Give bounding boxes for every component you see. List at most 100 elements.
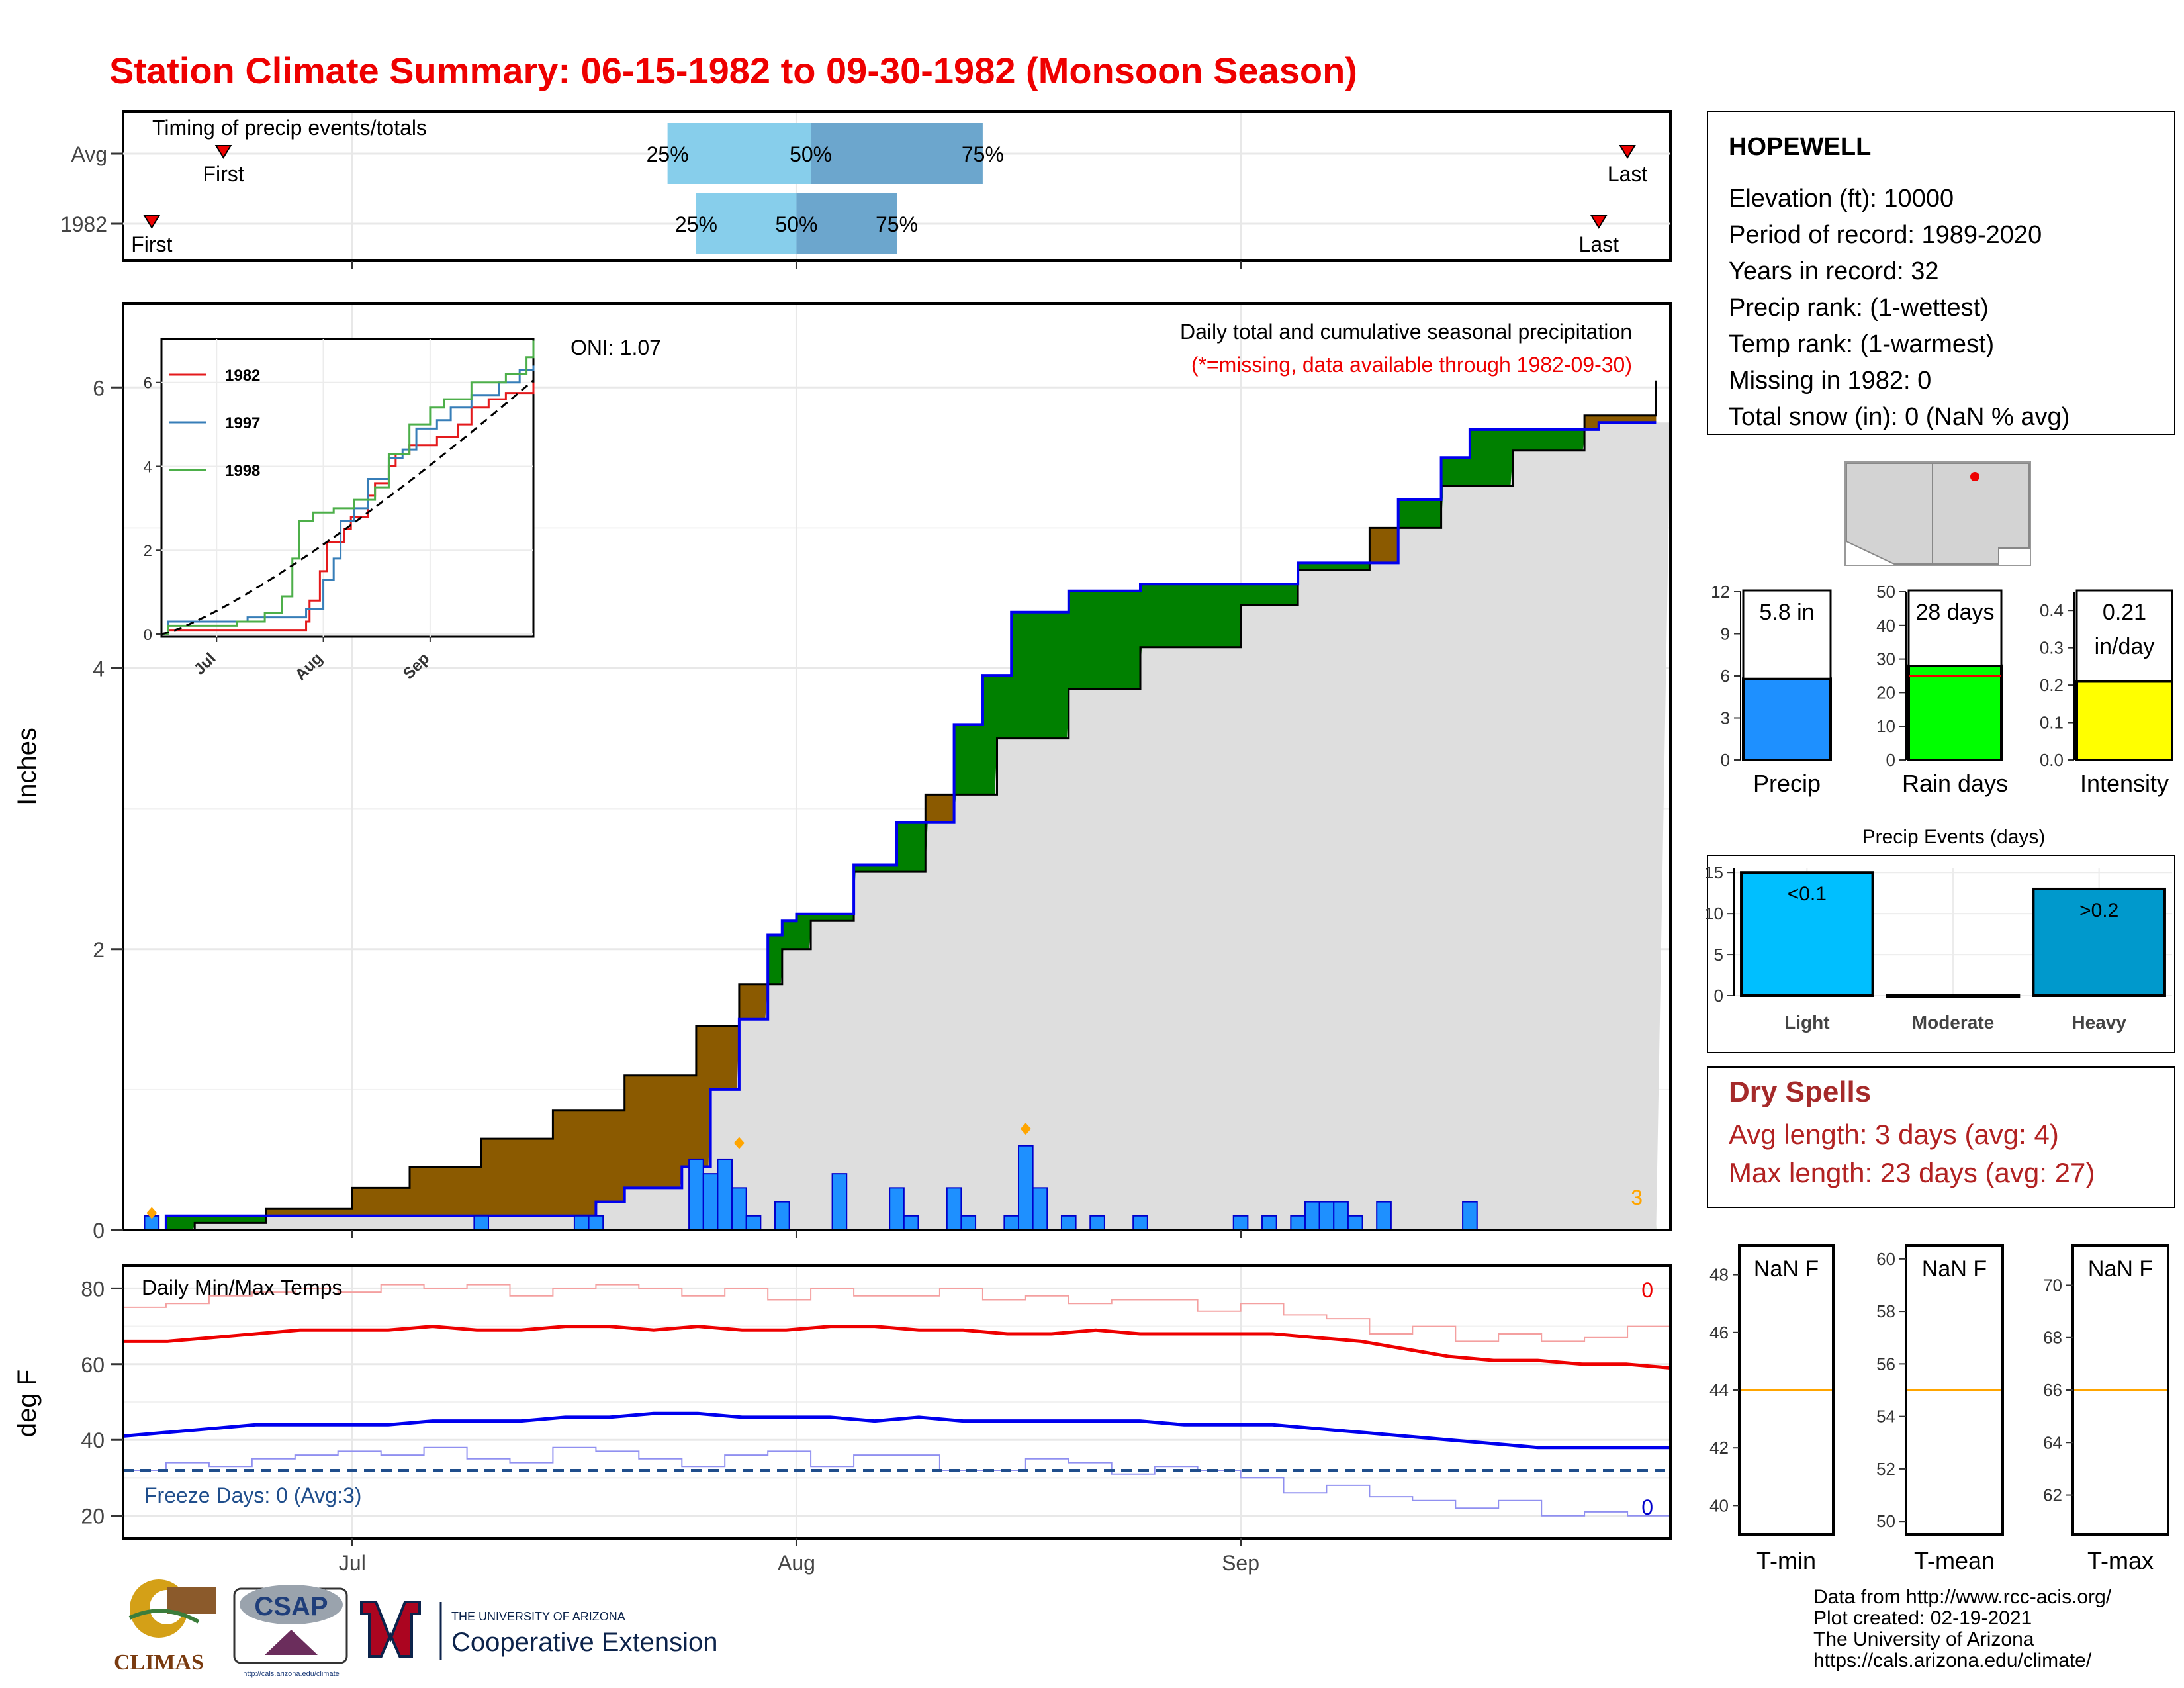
climas-logo: CLIMAS: [114, 1579, 216, 1675]
summary-value-text: 28 days: [1915, 600, 1994, 625]
station-info-line: Missing in 1982: 0: [1729, 367, 1931, 395]
events-bar-value: >0.2: [2079, 900, 2118, 921]
temp-box-label: T-min: [1756, 1547, 1816, 1574]
daily-precip-bar: [1304, 1201, 1320, 1231]
y-tick-label: 0: [1721, 750, 1730, 770]
x-tick-label: Aug: [778, 1551, 815, 1575]
inset-y-tick-label: 2: [144, 542, 152, 560]
y-tick-label: 50: [1876, 582, 1895, 602]
events-bar-value: <0.1: [1788, 883, 1827, 905]
timing-p75: 75%: [876, 212, 918, 236]
daily-precip-bar: [831, 1173, 848, 1231]
precip-ylabel: Inches: [13, 727, 42, 806]
timing-panel: Timing of precip events/totals Avg 25% 50%…: [60, 110, 1672, 269]
y-tick-label: 10: [1704, 904, 1723, 923]
summary-bar-label: Intensity: [2080, 770, 2169, 797]
daily-precip-bar: [1003, 1215, 1020, 1231]
y-tick-label: 40: [81, 1429, 105, 1452]
y-tick-label: 12: [1711, 582, 1730, 602]
y-tick-label: 62: [2043, 1485, 2062, 1505]
avg-max-line: [123, 1325, 1671, 1370]
summary-value-text: 5.8 in: [1759, 600, 1814, 625]
climas-logo-text: CLIMAS: [114, 1650, 204, 1675]
inset-avg-line: [161, 379, 534, 635]
y-tick-label: 70: [2043, 1275, 2062, 1295]
daily-precip-bar: [1060, 1215, 1077, 1231]
station-marker: [1970, 472, 1979, 481]
daily-max-line: [123, 1284, 1670, 1342]
timing-bar-q50-q75: [811, 123, 983, 184]
y-tick-label: 0.0: [2040, 750, 2064, 770]
dry-spells-title: Dry Spells: [1729, 1076, 1871, 1108]
daily-precip-bar: [731, 1187, 747, 1231]
y-tick-label: 60: [81, 1353, 105, 1377]
y-tick-label: 80: [81, 1277, 105, 1301]
y-tick-label: 4: [93, 657, 105, 681]
events-bar-heavy: [2032, 887, 2166, 998]
daily-precip-bar: [960, 1215, 977, 1231]
events-bar-label: Light: [1784, 1012, 1829, 1033]
observed-cumulative-line: [123, 421, 1657, 1231]
temp-box-label: T-max: [2087, 1547, 2154, 1574]
events-bar-moderate: [1886, 994, 2021, 998]
daily-precip-bar: [1032, 1187, 1048, 1231]
daily-precip-bar: [1132, 1215, 1148, 1231]
temp-summary-bars: 40 42 44 46 48 NaN F T-min 50 52 54 56 58 60 NaN F T-m…: [1709, 1244, 2169, 1574]
credits: Data from http://www.rcc-acis.org/Plot c…: [1813, 1586, 2112, 1671]
y-tick-label: 0: [1886, 750, 1895, 770]
ua-small-text: THE UNIVERSITY OF ARIZONA: [451, 1610, 625, 1623]
timing-last-marker: [1619, 145, 1636, 159]
summary-value-text: 0.21: [2103, 600, 2146, 625]
x-tick-label: Sep: [1222, 1551, 1259, 1575]
temp-value-text: NaN F: [1922, 1256, 1987, 1282]
y-tick-label: 30: [1876, 649, 1895, 669]
csap-logo-text: CSAP: [254, 1592, 328, 1621]
timing-p50: 50%: [790, 142, 832, 166]
ua-big-text: Cooperative Extension: [451, 1628, 717, 1657]
timing-first-label: First: [203, 162, 244, 186]
timing-first-label: First: [131, 232, 172, 256]
avg-min-line: [122, 1411, 1670, 1450]
timing-p50: 50%: [775, 212, 817, 236]
oni-value: ONI: 1.07: [570, 336, 661, 359]
inset-y-tick-label: 4: [144, 458, 152, 476]
legend-label: 1982: [225, 367, 260, 385]
y-tick-label: 60: [1876, 1249, 1895, 1269]
timing-last-label: Last: [1579, 232, 1619, 256]
daily-precip-bar: [889, 1187, 905, 1231]
y-tick-label: 15: [1704, 863, 1723, 882]
station-info-line: Total snow (in): 0 (NaN % avg): [1729, 403, 2070, 431]
daily-precip-bar: [1347, 1215, 1363, 1231]
events-bar-label: Moderate: [1912, 1012, 1994, 1033]
timing-last-marker: [1590, 215, 1608, 229]
summary-bar-intensity: [2075, 680, 2173, 762]
station-name: HOPEWELL: [1729, 133, 1871, 161]
timing-first-marker: [214, 145, 232, 159]
daily-precip-bar: [1318, 1201, 1335, 1231]
y-tick-label: 0.4: [2040, 600, 2064, 620]
inset-y-tick-label: 0: [144, 626, 152, 644]
daily-precip-bar: [1232, 1215, 1249, 1231]
max-day-marker: [146, 1207, 158, 1219]
credit-line: https://cals.arizona.edu/climate/: [1813, 1650, 2092, 1671]
y-tick-label: 3: [1721, 708, 1730, 728]
daily-precip-bar: [1376, 1201, 1392, 1231]
y-tick-label: 40: [1709, 1495, 1729, 1515]
timing-row-label: Avg: [71, 142, 107, 166]
temp-chart-label: Daily Min/Max Temps: [142, 1276, 342, 1299]
timing-row-label: 1982: [60, 212, 107, 236]
y-tick-label: 40: [1876, 616, 1895, 635]
summary-bars: 0 3 6 9 12 5.8 in Precip 0 10 20 30 40 50 28 days Rain…: [1711, 582, 2173, 797]
credit-line: The University of Arizona: [1813, 1628, 2034, 1650]
value-box: [1742, 589, 1832, 680]
dry-spells-max: Max length: 23 days (avg: 27): [1729, 1157, 2095, 1188]
value-box: [1907, 589, 2003, 667]
csap-logo: CSAP http://cals.arizona.edu/climate: [233, 1585, 348, 1678]
legend-label: 1998: [225, 462, 260, 480]
timing-bar-q50-q75: [796, 193, 897, 254]
y-tick-label: 56: [1876, 1354, 1895, 1374]
daily-precip-bar: [903, 1215, 919, 1231]
y-tick-label: 6: [93, 376, 105, 400]
temp-box-label: T-mean: [1914, 1547, 1995, 1574]
credit-line: Plot created: 02-19-2021: [1813, 1607, 2032, 1629]
